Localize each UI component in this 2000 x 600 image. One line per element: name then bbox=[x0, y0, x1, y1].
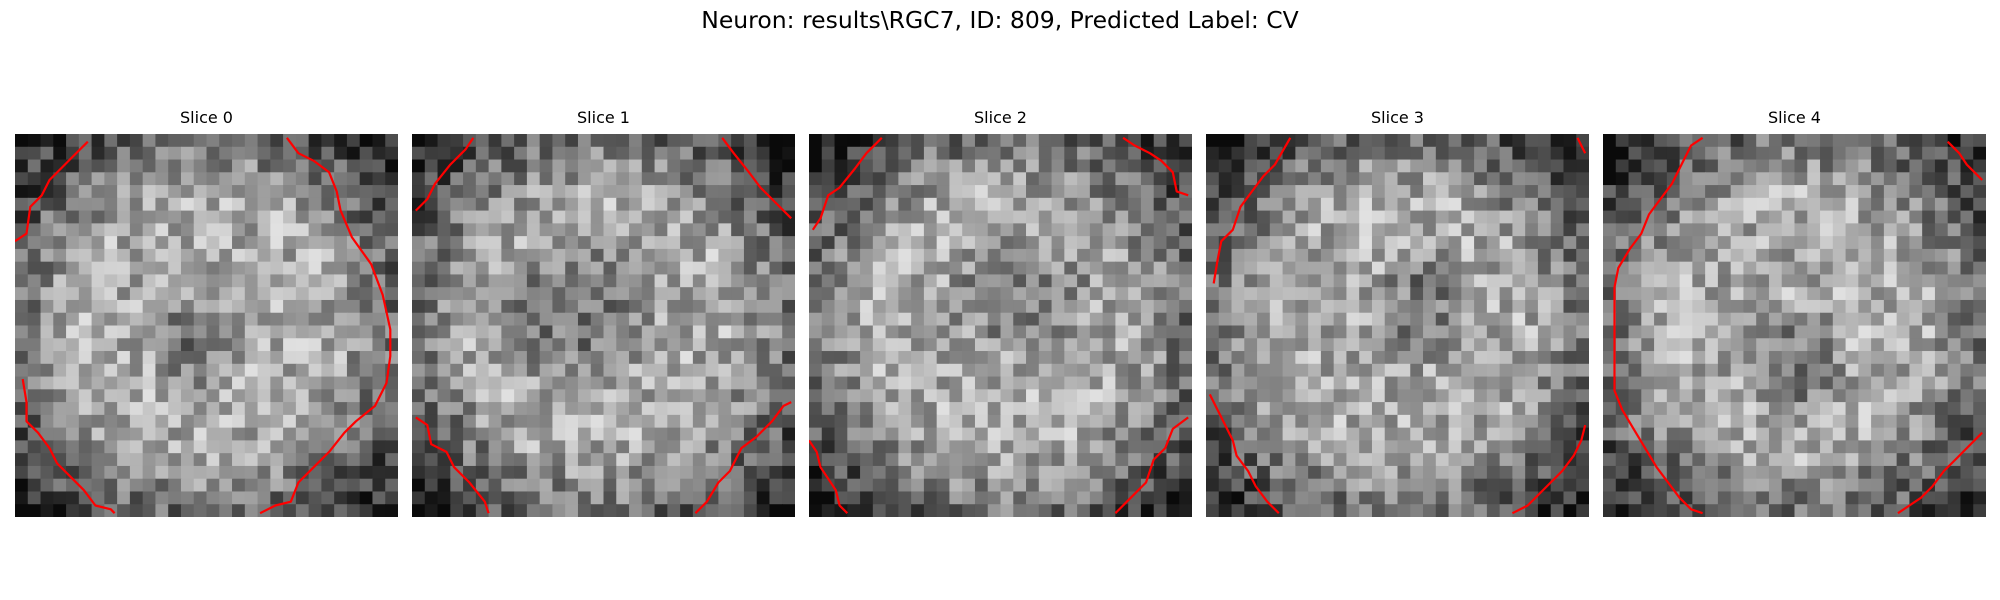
slice-title: Slice 3 bbox=[1371, 108, 1424, 127]
slice-title: Slice 1 bbox=[577, 108, 630, 127]
contour-line bbox=[1122, 136, 1189, 197]
slice-panel-4: Slice 4 bbox=[1603, 108, 1986, 518]
figure-title: Neuron: results\RGC7, ID: 809, Predicted… bbox=[701, 6, 1299, 34]
contour-line bbox=[809, 439, 849, 514]
contour-line bbox=[1212, 137, 1292, 284]
slice-image bbox=[1603, 134, 1986, 517]
contour-line bbox=[694, 401, 792, 514]
contour-line bbox=[15, 140, 89, 243]
contour-line bbox=[1208, 393, 1280, 514]
contour-line bbox=[1613, 136, 1704, 515]
contour-line bbox=[415, 137, 475, 212]
slice-panel-1: Slice 1 bbox=[412, 108, 795, 518]
contour-line bbox=[1114, 416, 1189, 514]
slice-image bbox=[809, 134, 1192, 517]
contour-line bbox=[811, 137, 883, 231]
contour-line bbox=[1576, 137, 1587, 154]
slice-title: Slice 4 bbox=[1768, 108, 1821, 127]
slice-image bbox=[15, 134, 398, 517]
contour-line bbox=[1511, 424, 1587, 515]
slice-title: Slice 0 bbox=[180, 108, 233, 127]
slice-panel-3: Slice 3 bbox=[1206, 108, 1589, 518]
contour-line bbox=[21, 378, 116, 514]
contour-line bbox=[415, 416, 490, 514]
contour-line bbox=[259, 137, 392, 515]
slice-panel-0: Slice 0 bbox=[15, 108, 398, 518]
slice-panel-2: Slice 2 bbox=[809, 108, 1192, 518]
contour-line bbox=[721, 137, 792, 220]
slice-title: Slice 2 bbox=[974, 108, 1027, 127]
slice-image bbox=[1206, 134, 1589, 517]
contour-line bbox=[1946, 140, 1983, 181]
contour-line bbox=[1897, 431, 1983, 515]
slice-image bbox=[412, 134, 795, 517]
